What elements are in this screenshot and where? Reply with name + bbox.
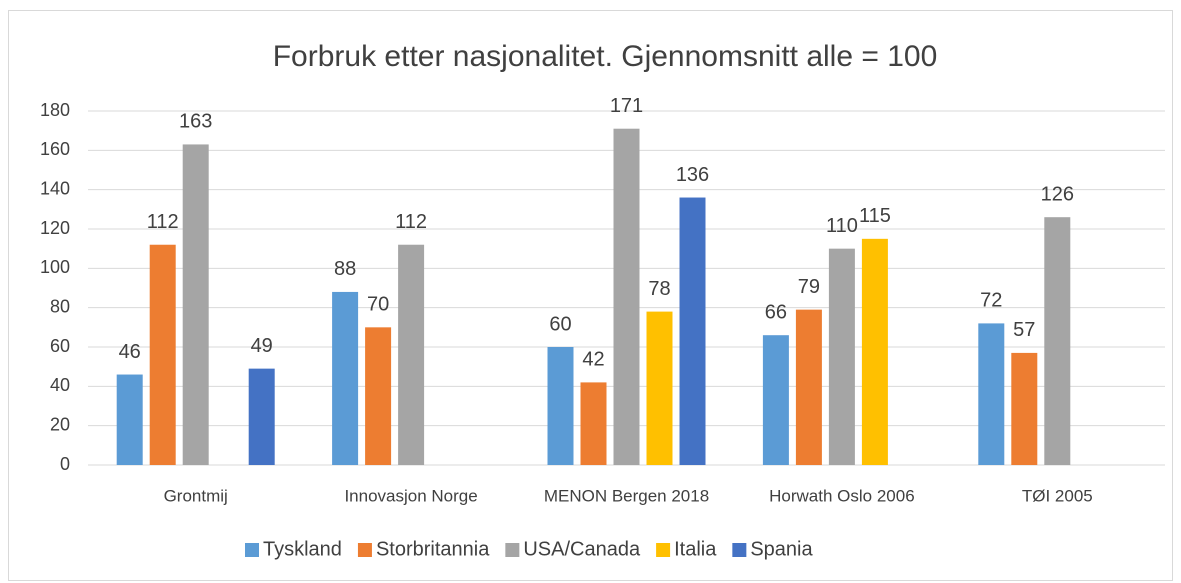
y-tick-label: 20 — [50, 414, 70, 434]
y-tick-label: 180 — [40, 100, 70, 120]
y-tick-label: 0 — [60, 454, 70, 474]
bar — [828, 248, 855, 465]
legend-label: Spania — [750, 538, 813, 560]
data-label: 115 — [859, 205, 891, 227]
bar — [116, 374, 143, 465]
legend-label: Italia — [674, 538, 717, 560]
bar — [1011, 352, 1038, 465]
bar — [332, 291, 359, 465]
x-tick-label: Horwath Oslo 2006 — [769, 486, 915, 505]
y-tick-label: 60 — [50, 336, 70, 356]
y-tick-label: 120 — [40, 218, 70, 238]
bar — [398, 244, 425, 465]
data-label: 79 — [798, 276, 820, 298]
y-tick-label: 140 — [40, 178, 70, 198]
data-label: 163 — [179, 111, 212, 133]
legend-swatch — [656, 543, 671, 557]
legend-swatch — [505, 543, 520, 557]
data-label: 70 — [367, 294, 389, 316]
data-label: 72 — [980, 290, 1002, 312]
chart-title: Forbruk etter nasjonalitet. Gjennomsnitt… — [273, 40, 938, 73]
bar — [149, 244, 176, 465]
legend-swatch — [357, 543, 372, 557]
legend-label: USA/Canada — [523, 538, 641, 560]
y-tick-label: 80 — [50, 296, 70, 316]
data-label: 88 — [334, 258, 356, 280]
y-tick-label: 160 — [40, 139, 70, 159]
legend-label: Tyskland — [263, 538, 342, 560]
bar — [861, 238, 888, 465]
bar — [762, 335, 789, 465]
data-label: 42 — [582, 349, 604, 371]
bar — [613, 128, 640, 465]
x-tick-label: Grontmij — [164, 486, 228, 505]
y-tick-label: 100 — [40, 257, 70, 277]
bar — [679, 197, 706, 466]
bar — [547, 347, 574, 465]
data-label: 110 — [826, 215, 858, 237]
legend-swatch — [732, 543, 747, 557]
bar — [182, 144, 209, 465]
bar — [978, 323, 1005, 465]
x-tick-label: MENON Bergen 2018 — [544, 486, 709, 505]
bar — [365, 327, 392, 465]
legend-label: Storbritannia — [376, 538, 490, 560]
data-label: 136 — [676, 164, 709, 186]
data-label: 112 — [395, 211, 427, 233]
y-tick-label: 40 — [50, 375, 70, 395]
bar — [580, 382, 607, 465]
legend-swatch — [245, 543, 259, 557]
data-label: 46 — [119, 341, 141, 363]
data-label: 171 — [610, 95, 643, 117]
x-tick-label: TØI 2005 — [1022, 486, 1093, 505]
bar — [795, 309, 822, 465]
x-tick-label: Innovasjon Norge — [344, 486, 477, 505]
data-label: 49 — [251, 335, 273, 357]
data-label: 112 — [147, 211, 179, 233]
data-label: 126 — [1041, 183, 1074, 205]
data-label: 66 — [765, 301, 787, 323]
data-label: 57 — [1013, 319, 1035, 341]
bar — [1044, 217, 1071, 465]
data-label: 78 — [648, 278, 670, 300]
bar — [248, 368, 275, 465]
data-label: 60 — [549, 313, 571, 335]
bar — [646, 311, 673, 465]
